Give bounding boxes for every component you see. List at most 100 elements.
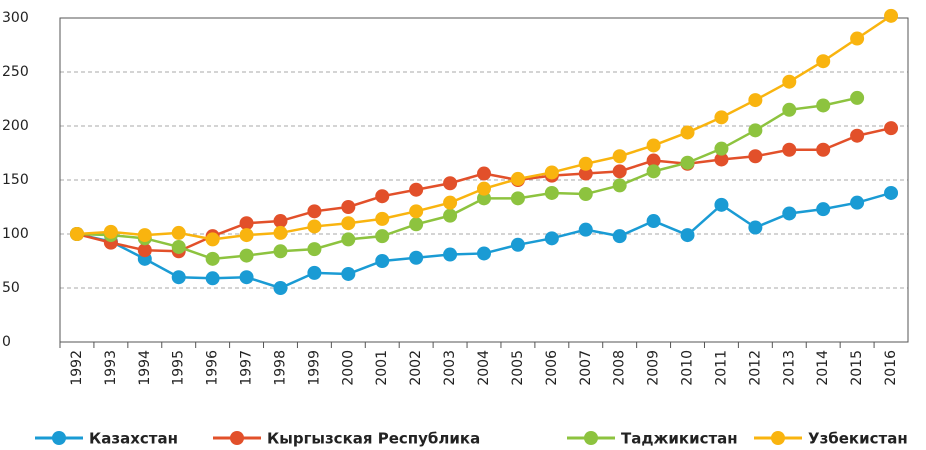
legend-label: Таджикистан [621,430,738,448]
point [375,211,390,226]
point [477,181,491,196]
x-tick-label: 2013 [781,350,797,386]
point [748,123,763,138]
point [205,271,220,286]
point [375,189,390,204]
x-tick-label: 2010 [680,350,696,386]
point [341,200,356,214]
x-tick-label: 1992 [69,350,85,386]
point [239,248,254,263]
point [850,128,865,143]
point [171,270,186,285]
point [850,31,865,46]
point [544,231,559,246]
x-tick-label: 2011 [713,350,729,386]
point [816,142,831,157]
point [646,164,661,179]
point [69,227,84,241]
point [477,191,491,206]
x-tick-label: 2014 [815,350,831,386]
x-tick-label: 2001 [374,350,390,386]
y-tick-label: 100 [2,226,29,242]
legend-label: Узбекистан [808,430,908,448]
point [748,93,763,108]
point [273,214,288,229]
plot-frame [59,17,909,343]
series-line [76,14,892,241]
point [510,191,525,206]
point [205,251,220,266]
x-tick-label: 1996 [205,350,221,386]
point [409,217,424,232]
point [612,178,627,193]
point [544,165,559,180]
x-tick-label: 2004 [476,350,492,386]
point [748,220,763,235]
point [273,225,288,240]
x-tick-label: 1999 [306,350,322,386]
point [612,149,627,164]
x-tick-label: 1994 [137,350,153,386]
y-tick-label: 150 [2,172,29,188]
point [884,185,899,200]
x-tick-label: 2003 [442,350,458,386]
legend-marker [230,431,244,445]
x-tick-label: 1998 [272,350,288,386]
point [714,110,729,125]
point [782,102,797,117]
point [816,202,831,217]
point [578,222,593,237]
x-tick-label: 1995 [171,350,187,386]
point [137,228,152,243]
point [273,281,288,295]
point [307,219,322,234]
y-tick-label: 50 [2,280,20,296]
point [341,266,356,281]
point [578,187,593,202]
point [477,166,491,181]
point [680,125,695,140]
x-tick-label: 2015 [849,350,865,386]
point [443,208,458,223]
x-tick-label: 2012 [747,350,763,386]
point [409,204,424,219]
y-tick-label: 0 [2,334,11,350]
point [680,228,695,243]
point [409,182,424,197]
point [273,244,288,259]
point [714,141,729,156]
point [816,54,831,69]
x-tick-label: 2000 [340,350,356,386]
point [375,229,390,244]
y-tick-label: 300 [2,10,29,26]
legend-marker [584,431,598,445]
point [782,74,797,89]
point [680,155,695,170]
point [205,232,220,247]
point [578,166,593,181]
point [137,243,152,258]
point [884,8,899,23]
x-tick-label: 1997 [239,350,255,386]
point [443,247,458,262]
point [612,164,627,179]
point [171,239,186,254]
x-tick-label: 2016 [883,350,899,386]
point [239,216,254,231]
point [748,149,763,164]
point [714,197,729,212]
point [239,270,254,285]
point [816,98,831,113]
point [782,142,797,157]
point [714,152,729,167]
point [578,156,593,171]
point [510,171,525,186]
legend-marker [52,431,66,445]
point [171,225,186,240]
point [646,138,661,153]
x-tick-label: 2002 [408,350,424,386]
point [341,232,356,247]
point [307,204,322,219]
x-tick-label: 1993 [103,350,119,386]
point [239,228,254,243]
